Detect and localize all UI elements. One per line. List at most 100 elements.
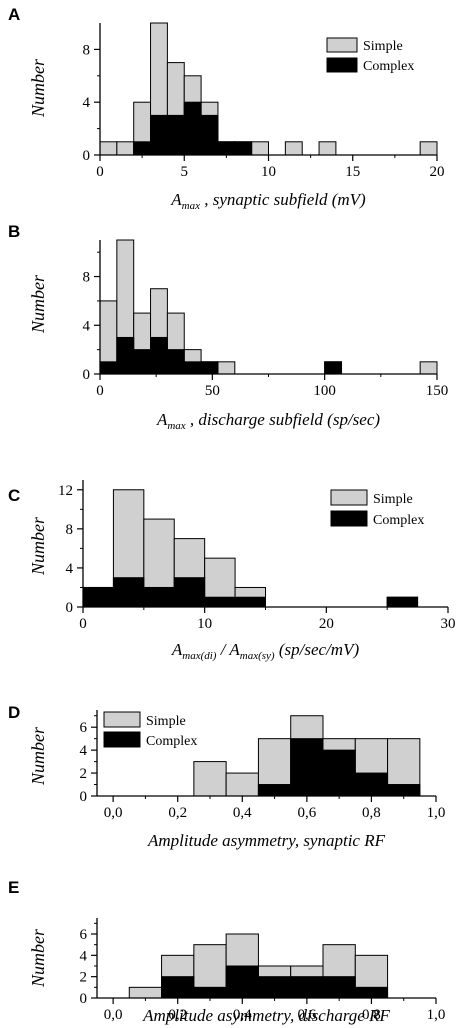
x-tick-label: 150 <box>426 383 449 399</box>
legend: Simple Complex <box>103 711 197 749</box>
legend-label-complex: Complex <box>373 513 424 528</box>
bar-complex-a-8 <box>234 141 253 156</box>
y-tick-label: 4 <box>83 318 91 334</box>
bar-complex-c-6 <box>386 596 419 608</box>
y-tick-label: 6 <box>80 927 88 943</box>
x-tick-label: 30 <box>441 616 456 632</box>
bar-complex-b-3 <box>150 336 168 375</box>
bar-complex-e-2 <box>225 965 259 999</box>
bar-simple-a-11 <box>284 141 303 156</box>
x-tick-label: 10 <box>261 164 276 180</box>
panel-letter: C <box>8 486 20 505</box>
legend: Simple Complex <box>326 37 414 74</box>
bar-complex-e-1 <box>193 986 227 999</box>
x-tick-label: 10 <box>197 616 212 632</box>
bar-complex-a-2 <box>133 141 152 156</box>
x-tick-label: 0,4 <box>233 805 252 821</box>
x-axis-label: Amax , discharge subfield (sp/sec) <box>156 410 380 432</box>
y-tick-label: 8 <box>66 522 74 538</box>
x-tick-label: 0,6 <box>297 1007 316 1023</box>
x-tick-label: 0 <box>96 383 104 399</box>
bar-complex-d-2 <box>322 749 356 797</box>
y-tick-label: 8 <box>83 42 91 58</box>
legend-swatch-simple <box>326 37 358 53</box>
bar-complex-b-6 <box>200 361 219 375</box>
bar-complex-d-4 <box>387 784 421 797</box>
legend-label-simple: Simple <box>363 39 403 54</box>
y-tick-label: 4 <box>66 561 74 577</box>
x-axis-label: Amax , synaptic subfield (mV) <box>170 190 366 212</box>
y-tick-label: 0 <box>66 600 74 616</box>
bar-simple-a-9 <box>251 141 269 156</box>
y-tick-label: 0 <box>83 148 91 164</box>
bar-simple-d-0 <box>193 761 227 797</box>
x-axis-label: Amax(di) / Amax(sy) (sp/sec/mV) <box>171 640 360 662</box>
y-axis-label: Number <box>28 274 48 334</box>
x-axis-label: Amplitude asymmetry, discharge RF <box>142 1006 390 1025</box>
chart-panel-a: 0 5 10 15 20 0 4 8 A Number Amax , synaptic subfie… <box>8 5 445 212</box>
bar-complex-c-0 <box>82 586 114 608</box>
bar-complex-c-3 <box>173 577 206 608</box>
bar-complex-b-7 <box>324 361 343 375</box>
y-tick-label: 0 <box>80 789 88 805</box>
bar-complex-e-6 <box>354 986 389 999</box>
y-tick-label: 2 <box>80 766 88 782</box>
x-tick-label: 0 <box>79 616 87 632</box>
x-tick-label: 1,0 <box>427 1007 446 1023</box>
legend-label-simple: Simple <box>373 492 413 507</box>
bar-simple-b-9 <box>419 361 438 375</box>
bar-complex-e-3 <box>257 976 292 999</box>
bar-simple-e-0 <box>128 986 163 999</box>
x-tick-label: 0 <box>96 164 104 180</box>
y-tick-label: 12 <box>58 483 73 499</box>
legend: Simple Complex <box>330 489 424 528</box>
bar-complex-c-2 <box>143 586 175 608</box>
panel-letter: B <box>8 222 20 241</box>
bar-complex-b-4 <box>166 349 185 375</box>
bar-complex-a-4 <box>166 114 185 156</box>
bar-simple-a-0 <box>99 141 118 156</box>
bar-simple-b-7 <box>217 361 236 375</box>
y-tick-label: 4 <box>80 743 88 759</box>
bar-complex-a-7 <box>217 141 236 156</box>
chart-panel-b: 0 50 100 150 0 4 8 B Number Amax , discharge subf… <box>8 222 448 432</box>
bar-simple-a-13 <box>318 141 337 156</box>
bar-complex-c-5 <box>234 596 266 608</box>
y-tick-label: 2 <box>80 970 88 986</box>
bar-complex-a-6 <box>200 114 219 156</box>
legend-swatch-complex <box>326 57 358 73</box>
x-tick-label: 5 <box>181 164 189 180</box>
x-axis-label: Amplitude asymmetry, synaptic RF <box>147 831 386 850</box>
x-tick-label: 0,4 <box>233 1007 252 1023</box>
bar-complex-c-4 <box>204 596 236 608</box>
panel-letter: E <box>8 878 19 897</box>
x-tick-label: 0,6 <box>297 805 316 821</box>
bar-simple-d-1 <box>225 772 259 797</box>
y-axis-label: Number <box>28 928 48 988</box>
bar-complex-b-5 <box>183 361 202 375</box>
bar-complex-b-2 <box>133 349 152 375</box>
x-tick-label: 20 <box>430 164 445 180</box>
x-tick-label: 0,2 <box>168 805 187 821</box>
y-axis-label: Number <box>28 516 48 576</box>
chart-panel-c: 0 10 20 30 0 4 8 12 C Number Amax(di) / Amax(sy) (… <box>8 480 456 662</box>
x-tick-label: 15 <box>345 164 360 180</box>
x-tick-label: 0,0 <box>104 1007 123 1023</box>
bar-complex-b-0 <box>99 361 118 375</box>
bar-complex-e-4 <box>290 976 324 999</box>
bar-complex-d-0 <box>257 784 292 797</box>
y-tick-label: 0 <box>80 991 88 1007</box>
x-tick-label: 0,2 <box>168 1007 187 1023</box>
x-tick-label: 0,0 <box>104 805 123 821</box>
bar-complex-d-3 <box>354 772 389 797</box>
bar-complex-e-5 <box>322 976 356 999</box>
y-tick-label: 8 <box>83 270 91 286</box>
x-tick-label: 0,8 <box>362 805 381 821</box>
legend-label-complex: Complex <box>363 59 414 74</box>
bar-simple-a-14 <box>419 141 438 156</box>
legend-label-complex: Complex <box>146 734 197 749</box>
x-tick-label: 20 <box>319 616 334 632</box>
x-tick-label: 100 <box>313 383 336 399</box>
y-tick-label: 0 <box>83 367 91 383</box>
